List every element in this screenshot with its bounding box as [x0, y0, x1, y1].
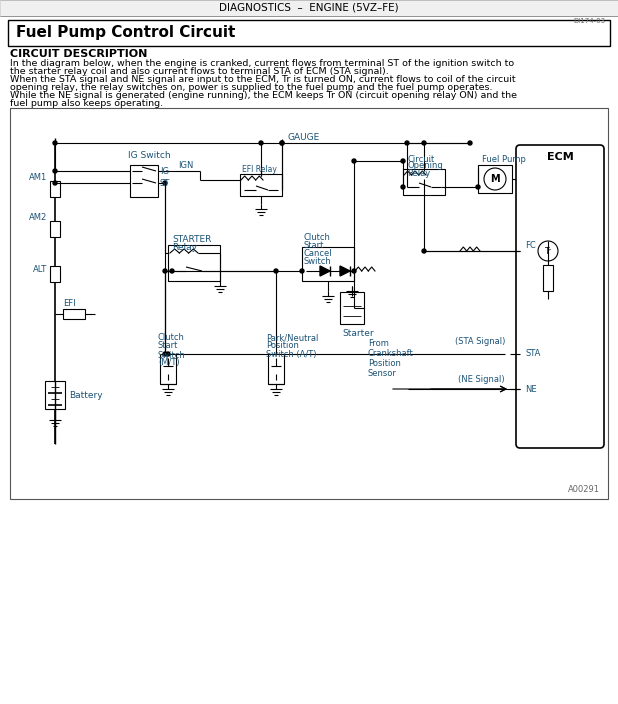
Text: STA: STA	[525, 349, 540, 358]
Text: Park/Neutral: Park/Neutral	[266, 334, 318, 343]
Text: AM1: AM1	[29, 172, 47, 182]
Polygon shape	[340, 266, 350, 276]
Text: Switch: Switch	[158, 351, 186, 360]
Text: ECM: ECM	[547, 152, 574, 162]
Text: opening relay, the relay switches on, power is supplied to the fuel pump and the: opening relay, the relay switches on, po…	[10, 83, 493, 92]
Text: Sensor: Sensor	[368, 370, 397, 379]
Text: AM2: AM2	[29, 213, 47, 222]
Text: When the STA signal and NE signal are input to the ECM, Tr is turned ON, current: When the STA signal and NE signal are in…	[10, 75, 515, 84]
Bar	[543, 265, 553, 291]
Text: Switch: Switch	[304, 256, 332, 265]
Text: Start: Start	[158, 341, 179, 351]
Circle shape	[53, 181, 57, 185]
Text: Switch (A/T): Switch (A/T)	[266, 351, 316, 360]
Circle shape	[163, 352, 167, 356]
Circle shape	[468, 141, 472, 145]
Text: IGN: IGN	[178, 161, 193, 170]
Text: the starter relay coil and also current flows to terminal STA of ECM (STA signal: the starter relay coil and also current …	[10, 67, 389, 76]
Text: Battery: Battery	[69, 391, 103, 399]
Text: Opening: Opening	[407, 161, 442, 170]
Text: GAUGE: GAUGE	[288, 134, 320, 142]
Circle shape	[422, 141, 426, 145]
Text: While the NE signal is generated (engine running), the ECM keeps Tr ON (circuit : While the NE signal is generated (engine…	[10, 92, 517, 100]
Text: IG Switch: IG Switch	[128, 151, 171, 161]
Bar	[130, 165, 158, 197]
Circle shape	[405, 141, 409, 145]
Text: Relay: Relay	[407, 168, 430, 177]
Circle shape	[401, 159, 405, 163]
Text: DIAGNOSTICS  –  ENGINE (5VZ–FE): DIAGNOSTICS – ENGINE (5VZ–FE)	[219, 3, 399, 13]
Text: Fuel Pump Control Circuit: Fuel Pump Control Circuit	[16, 25, 235, 41]
Text: From: From	[368, 339, 389, 348]
Text: ST: ST	[160, 179, 170, 187]
Bar	[0, 0, 618, 16]
Bar	[45, 381, 65, 409]
Bar	[50, 221, 60, 237]
Circle shape	[274, 269, 278, 273]
Bar	[10, 108, 608, 499]
Bar	[50, 181, 60, 197]
Bar	[302, 247, 354, 281]
Text: M: M	[490, 174, 500, 184]
Text: FC: FC	[525, 241, 536, 251]
Bar	[403, 169, 445, 195]
Circle shape	[53, 141, 57, 145]
Text: Crankshaft: Crankshaft	[368, 349, 413, 358]
Bar	[168, 245, 220, 281]
Bar	[160, 354, 176, 384]
Circle shape	[53, 169, 57, 173]
Text: DI174-03: DI174-03	[573, 18, 605, 24]
Bar	[268, 354, 284, 384]
Bar	[478, 165, 512, 193]
Bar	[240, 174, 282, 196]
Text: Fuel Pump: Fuel Pump	[482, 154, 526, 163]
Polygon shape	[320, 266, 330, 276]
Text: Circuit: Circuit	[407, 154, 434, 163]
Text: Cancel: Cancel	[304, 249, 332, 258]
Text: fuel pump also keeps operating.: fuel pump also keeps operating.	[10, 99, 163, 108]
Text: Clutch: Clutch	[158, 334, 185, 343]
Text: (M/T): (M/T)	[158, 358, 180, 367]
Text: IG: IG	[160, 167, 169, 175]
Text: NE: NE	[525, 384, 536, 394]
Text: Relay: Relay	[172, 242, 197, 251]
Circle shape	[170, 269, 174, 273]
Circle shape	[166, 352, 170, 356]
Circle shape	[352, 159, 356, 163]
FancyBboxPatch shape	[516, 145, 604, 448]
Text: ALT: ALT	[33, 265, 47, 273]
Text: Tr: Tr	[544, 246, 551, 256]
Text: Position: Position	[368, 360, 401, 368]
Circle shape	[476, 185, 480, 189]
Circle shape	[352, 269, 356, 273]
Text: Starter: Starter	[342, 329, 374, 339]
Circle shape	[280, 141, 284, 145]
Text: Clutch: Clutch	[304, 232, 331, 241]
Circle shape	[300, 269, 304, 273]
Text: (STA Signal): (STA Signal)	[455, 337, 505, 346]
Text: (NE Signal): (NE Signal)	[459, 375, 505, 384]
Text: A00291: A00291	[568, 484, 600, 494]
Circle shape	[280, 141, 284, 145]
Text: EFI Relay: EFI Relay	[242, 165, 277, 175]
Circle shape	[163, 269, 167, 273]
Text: In the diagram below, when the engine is cranked, current flows from terminal ST: In the diagram below, when the engine is…	[10, 58, 514, 68]
Bar	[340, 292, 364, 324]
Bar	[50, 266, 60, 282]
Circle shape	[163, 181, 167, 185]
Text: Start: Start	[304, 241, 324, 249]
Text: CIRCUIT DESCRIPTION: CIRCUIT DESCRIPTION	[10, 49, 147, 59]
Circle shape	[401, 185, 405, 189]
Circle shape	[422, 249, 426, 253]
Text: STARTER: STARTER	[172, 234, 211, 244]
Text: EFI: EFI	[63, 299, 75, 308]
Bar	[63, 309, 85, 319]
Circle shape	[259, 141, 263, 145]
Bar	[8, 20, 610, 46]
Text: Position: Position	[266, 341, 299, 351]
